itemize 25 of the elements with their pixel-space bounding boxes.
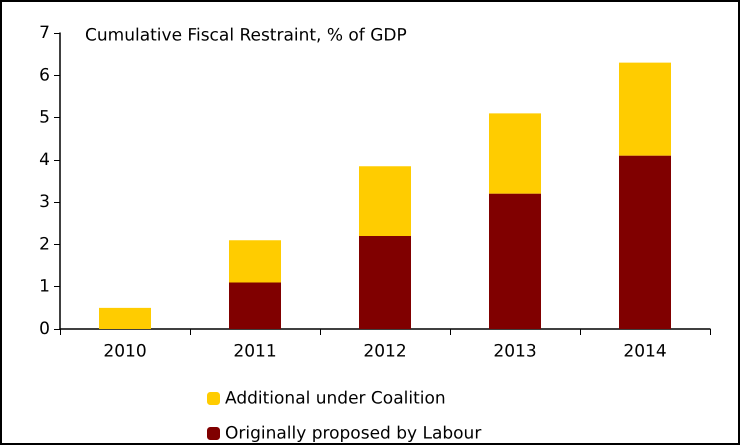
x-tick-label: 2014 xyxy=(623,342,667,362)
bar xyxy=(619,62,671,156)
x-tick-label: 2010 xyxy=(103,342,147,362)
bar xyxy=(229,240,281,282)
bar xyxy=(489,194,541,329)
bar xyxy=(229,282,281,329)
bar xyxy=(359,236,411,329)
y-tick-label: 5 xyxy=(39,108,50,128)
y-tick-label: 6 xyxy=(39,65,50,86)
x-tick-label: 2011 xyxy=(233,342,277,362)
y-tick-label: 1 xyxy=(39,276,50,297)
chart-title: Cumulative Fiscal Restraint, % of GDP xyxy=(85,26,407,46)
y-tick-label: 4 xyxy=(39,150,50,170)
y-tick-label: 3 xyxy=(39,192,50,212)
bar xyxy=(359,166,411,236)
y-tick-label: 2 xyxy=(39,234,50,254)
x-tick-label: 2012 xyxy=(363,342,407,362)
bar xyxy=(489,113,541,194)
x-tick-label: 2013 xyxy=(493,342,537,362)
bar xyxy=(619,156,671,329)
bar xyxy=(99,308,151,329)
legend-label: Additional under Coalition xyxy=(225,388,446,408)
legend-label: Originally proposed by Labour xyxy=(225,424,482,444)
y-tick-label: 7 xyxy=(39,23,50,43)
y-tick-label: 0 xyxy=(39,319,50,339)
